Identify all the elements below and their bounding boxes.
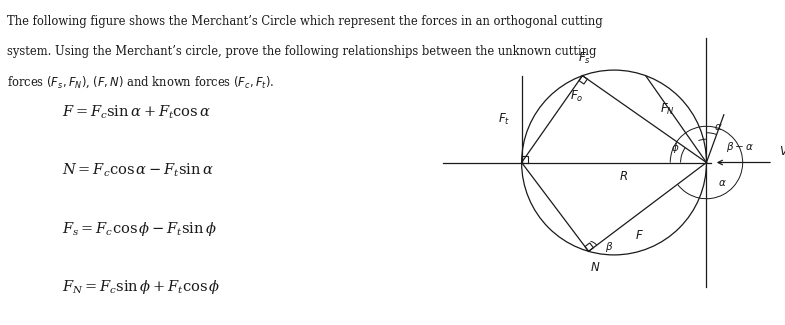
- Text: $F_N$: $F_N$: [659, 102, 674, 117]
- Text: $F_s$: $F_s$: [578, 51, 591, 66]
- Text: $N$: $N$: [590, 261, 601, 274]
- Text: $V$: $V$: [779, 145, 785, 158]
- Text: $\alpha$: $\alpha$: [717, 178, 726, 188]
- Text: $F = F_c \sin\alpha + F_t \cos\alpha$: $F = F_c \sin\alpha + F_t \cos\alpha$: [62, 104, 211, 122]
- Text: $\beta$: $\beta$: [605, 240, 614, 254]
- Text: $F$: $F$: [635, 229, 644, 242]
- Text: $F_s = F_c \cos\phi - F_t \sin\phi$: $F_s = F_c \cos\phi - F_t \sin\phi$: [62, 220, 217, 238]
- Text: $R$: $R$: [619, 170, 628, 183]
- Text: forces $(F_s, F_N)$, $(F, N)$ and known forces $(F_c, F_t)$.: forces $(F_s, F_N)$, $(F, N)$ and known …: [6, 74, 274, 90]
- Text: $\phi$: $\phi$: [671, 141, 680, 155]
- Text: $\beta-\alpha$: $\beta-\alpha$: [726, 140, 754, 154]
- Text: $F_o$: $F_o$: [571, 89, 584, 104]
- Text: $F_t$: $F_t$: [498, 111, 510, 127]
- Text: $N = F_c \cos\alpha - F_t \sin\alpha$: $N = F_c \cos\alpha - F_t \sin\alpha$: [62, 162, 214, 179]
- Text: $\alpha$: $\alpha$: [714, 122, 722, 132]
- Text: system. Using the Merchant’s circle, prove the following relationships between t: system. Using the Merchant’s circle, pro…: [6, 45, 596, 58]
- Text: $F_N = F_c \sin\phi + F_t \cos\phi$: $F_N = F_c \sin\phi + F_t \cos\phi$: [62, 278, 221, 295]
- Text: The following figure shows the Merchant’s Circle which represent the forces in a: The following figure shows the Merchant’…: [6, 15, 602, 28]
